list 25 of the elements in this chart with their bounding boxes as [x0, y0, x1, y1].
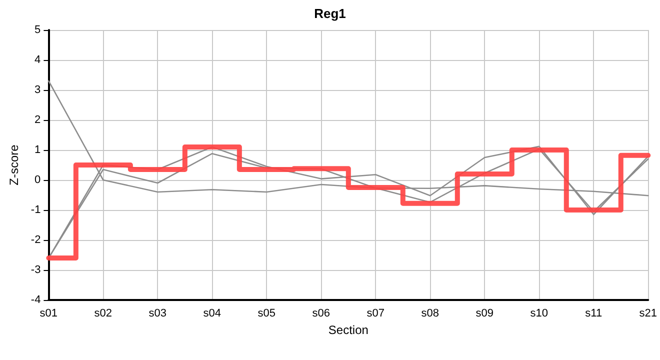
x-tick-label: s08 [421, 308, 440, 320]
x-axis-title: Section [328, 322, 368, 337]
x-tick-label: s05 [258, 308, 276, 320]
y-tick-label: 3 [34, 84, 41, 96]
y-tick-label: -4 [30, 294, 41, 306]
chart-title: Reg1 [314, 6, 346, 21]
x-tick-label: s03 [148, 308, 167, 320]
y-axis-title: Z-score [7, 144, 21, 186]
x-tick-label: s04 [203, 308, 222, 320]
y-tick-label: 0 [34, 174, 41, 186]
x-tick-label: s21 [639, 308, 658, 320]
x-tick-label: s07 [366, 308, 385, 320]
y-tick-label: 1 [34, 144, 41, 156]
x-tick-label: s10 [530, 308, 548, 320]
y-tick-label: 2 [34, 114, 41, 126]
x-tick-label: s11 [585, 308, 602, 320]
x-tick-label: s01 [40, 308, 58, 320]
x-tick-label: s06 [312, 308, 330, 320]
x-tick-label: s09 [476, 308, 494, 320]
y-tick-label: -1 [30, 204, 41, 216]
y-tick-label: 4 [34, 54, 41, 66]
y-tick-label: -2 [30, 234, 41, 246]
y-tick-label: -3 [30, 264, 41, 276]
x-tick-label: s02 [94, 308, 112, 320]
y-tick-label: 5 [34, 24, 41, 36]
